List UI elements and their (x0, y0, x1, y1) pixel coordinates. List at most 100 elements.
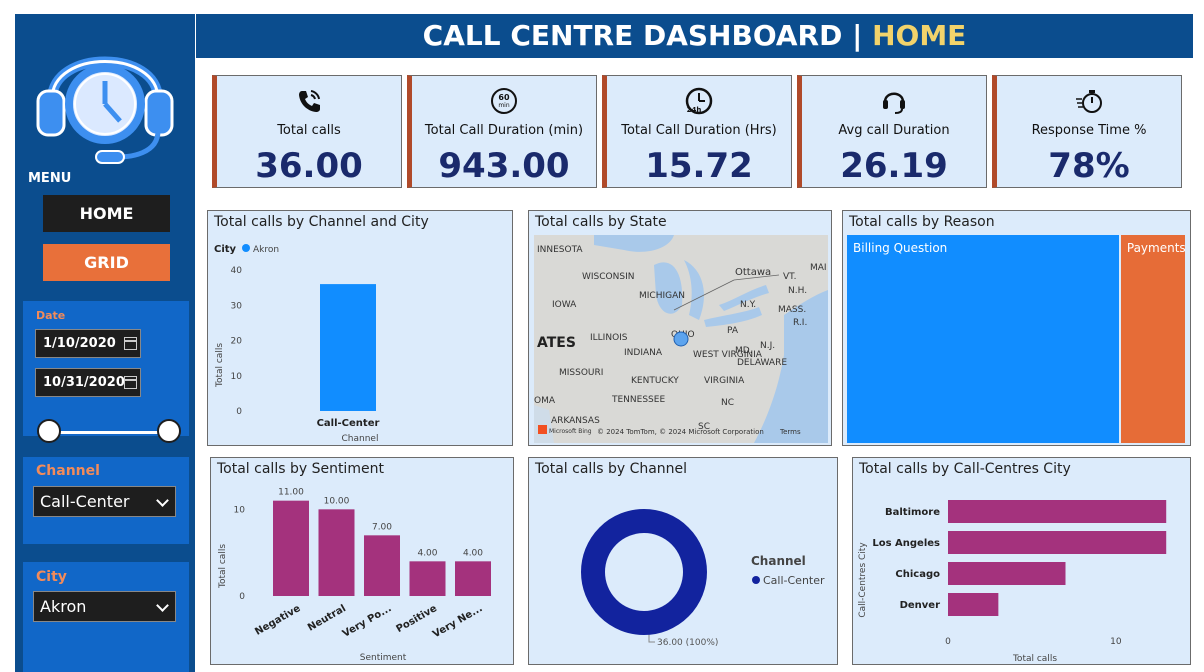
map-label: VT. (783, 272, 796, 282)
map-label: R.I. (793, 318, 807, 328)
map-label: WEST VIRGINIA (693, 350, 763, 360)
y-tick-label: Denver (900, 600, 941, 611)
map-label: NC (721, 398, 734, 408)
map-label: ILLINOIS (590, 333, 628, 343)
start-date-value: 1/10/2020 (43, 336, 116, 351)
data-label: 11.00 (278, 488, 304, 498)
sentiment-bar (318, 509, 355, 596)
kpi-value: 78% (1048, 146, 1130, 186)
us-map[interactable]: INNESOTA WISCONSIN MICHIGAN IOWA ATES IL… (534, 235, 828, 443)
treemap-tile-label: Payments (1126, 241, 1186, 255)
map-label: MISSOURI (559, 368, 603, 378)
map-label: N.J. (760, 341, 775, 351)
kpi-value: 36.00 (255, 146, 363, 186)
x-tick-label: Very Ne... (431, 603, 485, 640)
calendar-icon[interactable] (124, 376, 137, 389)
legend-item: Call-Center (763, 574, 825, 587)
kpi-value: 15.72 (645, 146, 753, 186)
x-tick-label: Negative (253, 603, 302, 638)
bar-call-center (320, 284, 376, 411)
y-tick-label: 30 (231, 301, 243, 311)
end-date-value: 10/31/2020 (43, 375, 125, 390)
x-axis-title: Channel (342, 434, 379, 444)
city-bar (948, 500, 1167, 523)
map-label: TENNESSEE (611, 395, 665, 405)
treemap-tile-label: Billing Question (853, 241, 948, 255)
kpi-value: 943.00 (438, 146, 570, 186)
y-tick-label: 0 (236, 407, 242, 417)
city-bar-card: Total calls by Call-Centres City Call-Ce… (852, 457, 1191, 665)
data-label: 4.00 (417, 548, 437, 558)
city-dropdown[interactable]: Akron (33, 591, 176, 622)
x-tick-label: Call-Center (317, 418, 380, 429)
start-date-input[interactable]: 1/10/2020 (35, 329, 141, 358)
treemap-tile[interactable]: Billing Question (847, 235, 1119, 443)
svg-text:60: 60 (498, 93, 510, 102)
date-range-track[interactable] (49, 431, 169, 434)
svg-text:min: min (498, 102, 510, 109)
date-slicer-title: Date (36, 309, 66, 322)
kpi-label: Total calls (277, 123, 341, 138)
map-label: WISCONSIN (582, 272, 634, 282)
map-label: N.Y. (740, 300, 756, 310)
y-tick-label: 0 (239, 592, 245, 602)
sentiment-bar (364, 535, 400, 596)
legend-title: City (214, 244, 237, 255)
city-bar (948, 593, 999, 616)
y-tick-label: 10 (234, 505, 246, 515)
date-range-end-handle[interactable] (157, 419, 181, 443)
card-title: Total calls by Reason (849, 214, 995, 230)
microsoft-logo-icon (538, 425, 547, 434)
date-range-start-handle[interactable] (37, 419, 61, 443)
city-bar (948, 531, 1167, 554)
map-label: MICHIGAN (639, 291, 685, 301)
chevron-down-icon[interactable] (156, 494, 169, 507)
y-tick-label: 10 (231, 372, 243, 382)
map-label: MD. (735, 346, 753, 356)
map-label: N.H. (788, 286, 807, 296)
channel-donut-card: Total calls by Channel Channel Call-Cent… (528, 457, 838, 665)
data-label: 10.00 (324, 496, 350, 506)
channel-dropdown[interactable]: Call-Center (33, 486, 176, 517)
map-attribution: © 2024 TomTom, © 2024 Microsoft Corporat… (597, 428, 764, 436)
map-label: MASS. (778, 305, 806, 315)
chevron-down-icon[interactable] (156, 599, 169, 612)
grid-button[interactable]: GRID (43, 244, 170, 281)
timer-60-icon: 60 min (412, 86, 596, 116)
kpi-total-calls: Total calls 36.00 (212, 75, 402, 188)
y-axis-title: Call-Centres City (858, 542, 868, 618)
map-label: KENTUCKY (631, 376, 679, 386)
legend-title: Channel (751, 554, 806, 568)
map-label: IOWA (552, 300, 577, 310)
city-slicer: City Akron (23, 562, 189, 672)
end-date-input[interactable]: 10/31/2020 (35, 368, 141, 397)
map-bubble-ohio (673, 331, 689, 347)
calendar-icon[interactable] (124, 337, 137, 350)
page-title: CALL CENTRE DASHBOARD | HOME (196, 14, 1193, 58)
x-axis-title: Total calls (1012, 654, 1057, 664)
home-button[interactable]: HOME (43, 195, 170, 232)
treemap-tile[interactable]: Payments (1120, 235, 1186, 443)
donut-slice-call-center (581, 509, 707, 635)
kpi-total-duration-min: 60 min Total Call Duration (min) 943.00 (407, 75, 597, 188)
legend-item: Akron (253, 245, 279, 255)
kpi-total-duration-hrs: 24h Total Call Duration (Hrs) 15.72 (602, 75, 792, 188)
map-label: ARKANSAS (551, 416, 600, 426)
stopwatch-icon (997, 86, 1181, 116)
kpi-label: Response Time % (1031, 123, 1147, 138)
menu-label: MENU (28, 171, 72, 186)
sentiment-card: Total calls by Sentiment Total calls Sen… (210, 457, 514, 665)
channel-slicer: Channel Call-Center (23, 457, 189, 544)
phone-icon (217, 86, 401, 116)
channel-slicer-title: Channel (36, 463, 100, 479)
kpi-value: 26.19 (840, 146, 948, 186)
channel-city-chart: City Akron Total calls Channel 0 10 20 30 40… (214, 244, 380, 444)
y-tick-label: Los Angeles (872, 538, 940, 549)
map-terms-link[interactable]: Terms (779, 428, 801, 436)
svg-text:24h: 24h (687, 106, 702, 114)
kpi-response-time: Response Time % 78% (992, 75, 1182, 188)
data-label: 7.00 (372, 522, 392, 532)
x-tick-label: 10 (1110, 637, 1122, 647)
kpi-label: Total Call Duration (min) (424, 123, 584, 138)
legend-marker-call-center (752, 576, 760, 584)
